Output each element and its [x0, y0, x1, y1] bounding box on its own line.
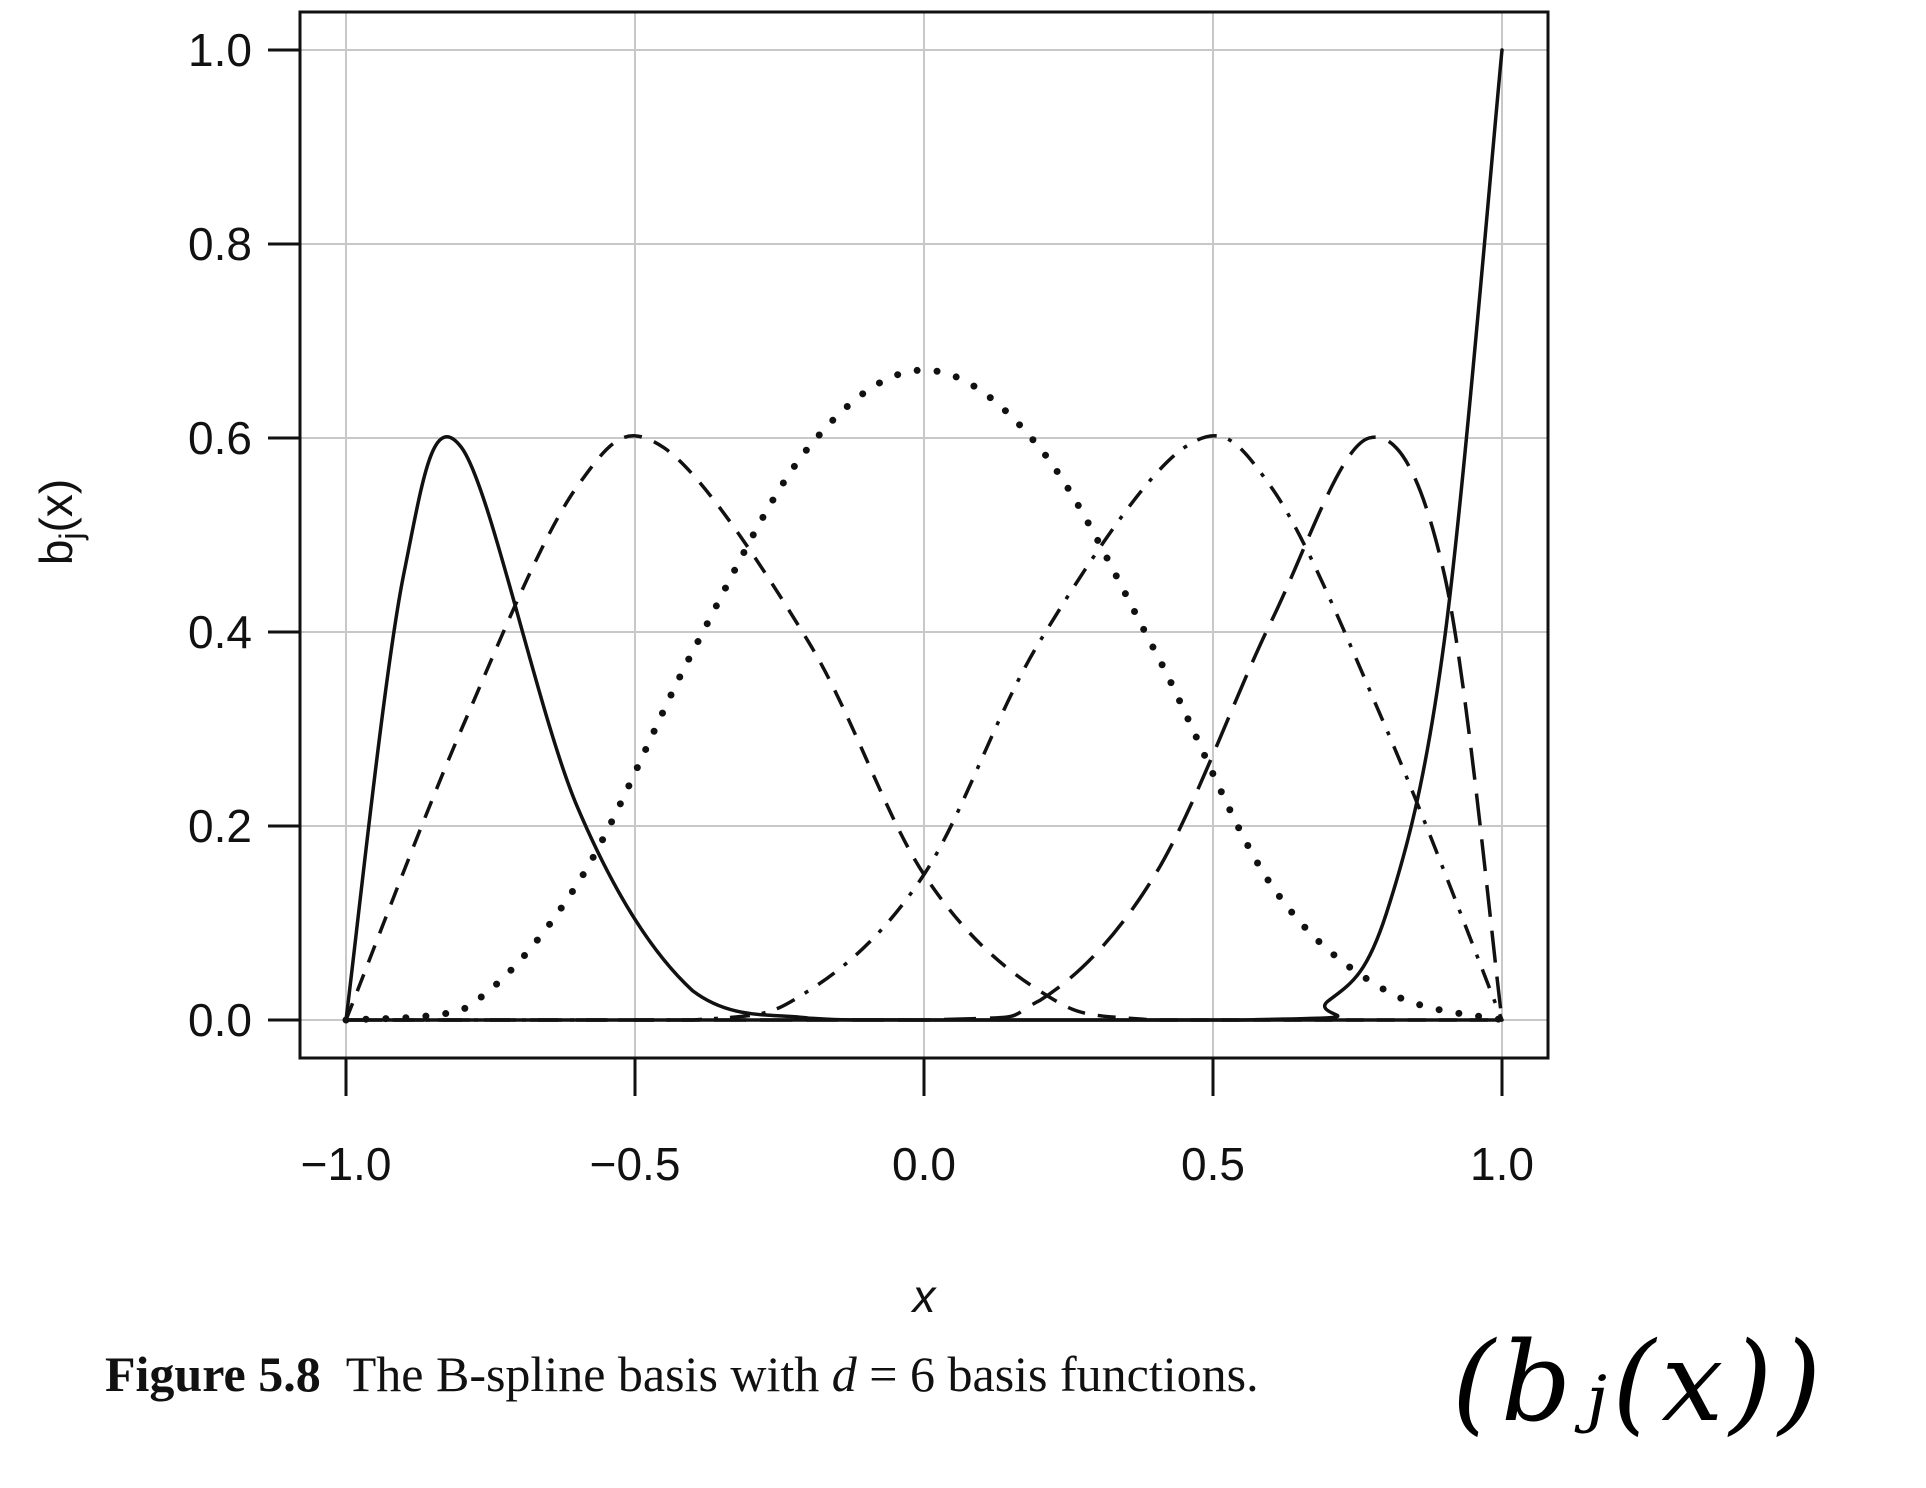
x-axis-title: x [911, 1270, 938, 1322]
x-axis: −1.0 −0.5 0.0 0.5 1.0 [301, 1058, 1534, 1190]
x-tick-label-4: 1.0 [1470, 1138, 1534, 1190]
x-tick-label-2: 0.0 [892, 1138, 956, 1190]
caption-text-before: The B-spline basis with [345, 1346, 820, 1402]
y-tick-label-2: 0.4 [188, 606, 252, 658]
y-tick-label-1: 0.2 [188, 800, 252, 852]
grid [300, 12, 1548, 1058]
figure-caption: Figure 5.8 The B-spline basis with d = 6… [105, 1345, 1259, 1403]
plot-frame [298, 10, 1550, 1060]
series-line-3 [342, 366, 1506, 1024]
caption-variable: d [831, 1346, 857, 1402]
caption-text-after: = 6 basis functions. [869, 1346, 1259, 1402]
y-tick-label-0: 0.0 [188, 994, 252, 1046]
series-line-6 [344, 48, 1504, 1022]
y-axis: 0.0 0.2 0.4 0.6 0.8 1.0 [188, 24, 300, 1046]
handwritten-note: (bⱼ(x)) [1452, 1318, 1828, 1446]
y-tick-label-3: 0.6 [188, 412, 252, 464]
y-axis-title: bj(x) [30, 479, 89, 565]
x-tick-label-1: −0.5 [590, 1138, 681, 1190]
x-tick-label-0: −1.0 [301, 1138, 392, 1190]
y-tick-label-4: 0.8 [188, 218, 252, 270]
series-group [342, 48, 1506, 1024]
x-tick-label-3: 0.5 [1181, 1138, 1245, 1190]
y-tick-label-5: 1.0 [188, 24, 252, 76]
caption-label: Figure 5.8 [105, 1346, 321, 1402]
